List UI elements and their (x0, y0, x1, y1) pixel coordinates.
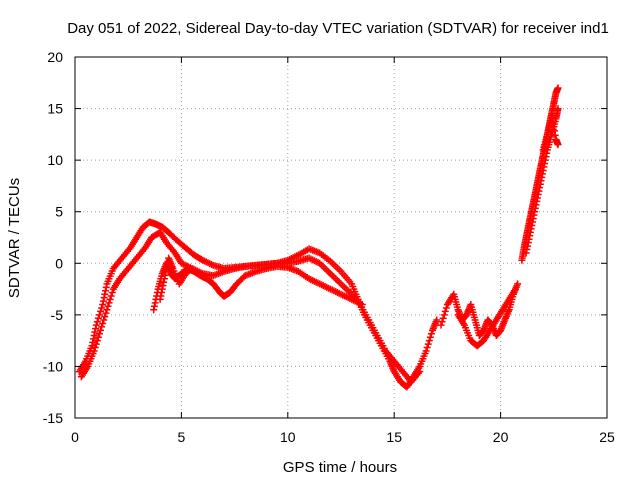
data-point (97, 326, 105, 334)
y-tick-label: 10 (47, 152, 63, 168)
y-tick-label: -10 (43, 358, 63, 374)
data-point (95, 311, 103, 319)
series-track-b (77, 228, 424, 386)
data-point (554, 105, 562, 113)
data-point (439, 314, 447, 322)
data-point (511, 285, 519, 293)
data-point (554, 84, 562, 92)
data-point (105, 299, 113, 307)
data-point (90, 347, 98, 355)
y-tick-label: 15 (47, 101, 63, 117)
x-tick-label: 10 (280, 429, 296, 445)
data-point (98, 323, 106, 331)
series-track-e (437, 280, 522, 339)
data-point (438, 318, 446, 326)
y-tick-label: -15 (43, 410, 63, 426)
data-point (103, 306, 111, 314)
data-point (100, 316, 108, 324)
data-point (433, 316, 441, 324)
data-point (95, 330, 103, 338)
chart-title: Day 051 of 2022, Sidereal Day-to-day VTE… (67, 20, 609, 37)
y-axis-title: SDTVAR / TECUs (6, 178, 23, 298)
data-point (416, 368, 424, 376)
data-point (425, 337, 433, 345)
series-track-f (454, 285, 519, 350)
plot-frame (74, 56, 608, 419)
x-tick-label: 15 (386, 429, 402, 445)
data-point (108, 289, 116, 297)
data-point (106, 295, 114, 303)
data-point (440, 311, 448, 319)
data-point (441, 307, 449, 315)
axis-ticks: 0 5 10 15 20 25 20 15 10 5 0 -5 -10 -15 (43, 49, 615, 445)
data-point (442, 304, 450, 312)
data-point (554, 141, 562, 149)
y-tick-label: -5 (51, 307, 64, 323)
x-tick-label: 0 (71, 429, 79, 445)
data-point (92, 321, 100, 329)
data-points (75, 84, 562, 391)
data-point (98, 304, 106, 312)
data-point (93, 318, 101, 326)
data-point (107, 292, 115, 300)
data-point (358, 301, 366, 309)
data-point (423, 344, 431, 352)
series-track-i (539, 110, 562, 154)
y-tick-label: 5 (55, 204, 63, 220)
data-point (422, 347, 430, 355)
data-point (188, 264, 196, 272)
data-point (427, 330, 435, 338)
data-point (99, 319, 107, 327)
data-point (424, 340, 432, 348)
data-point (93, 337, 101, 345)
data-point (94, 333, 102, 341)
data-point (101, 313, 109, 321)
series-track-d (156, 254, 196, 303)
data-point (514, 280, 522, 288)
y-tick-label: 20 (47, 49, 63, 65)
data-point (426, 333, 434, 341)
data-point (94, 314, 102, 322)
x-tick-label: 5 (178, 429, 186, 445)
y-tick-label: 0 (55, 255, 63, 271)
data-point (102, 309, 110, 317)
x-tick-label: 25 (599, 429, 615, 445)
data-point (91, 344, 99, 352)
data-point (437, 321, 445, 329)
x-axis-title: GPS time / hours (283, 459, 397, 476)
data-point (92, 340, 100, 348)
series-track-a (75, 218, 441, 391)
data-point (104, 302, 112, 310)
x-tick-label: 20 (493, 429, 509, 445)
data-point (97, 307, 105, 315)
data-point (187, 265, 195, 273)
